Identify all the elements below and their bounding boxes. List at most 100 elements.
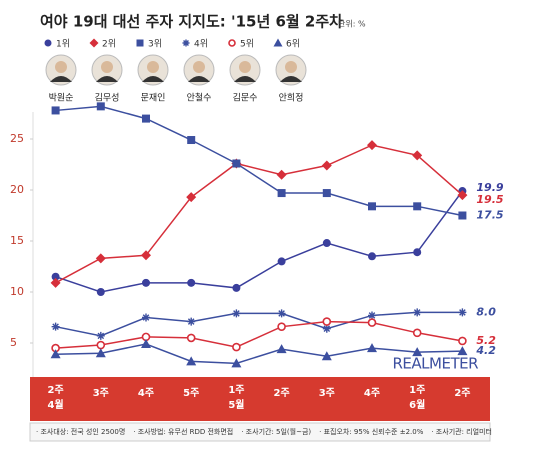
point	[458, 308, 467, 317]
point	[51, 322, 60, 331]
point	[413, 202, 422, 211]
legend-marker	[273, 38, 283, 47]
candidate-face	[193, 61, 205, 73]
point	[368, 311, 376, 320]
legend-label: 4위	[194, 39, 208, 50]
point	[412, 328, 422, 338]
legend-label: 6위	[286, 39, 300, 50]
x-axis-band	[30, 377, 490, 421]
candidate-suit	[188, 76, 210, 82]
candidate-face	[147, 61, 159, 73]
point	[142, 313, 150, 322]
point	[232, 283, 241, 292]
candidate-suit	[142, 76, 164, 82]
x-tick-label: 1주	[228, 384, 244, 396]
point	[96, 102, 105, 111]
point	[51, 106, 60, 115]
y-tick-label: 25	[10, 132, 24, 145]
candidate-name: 박원순	[49, 93, 74, 104]
note: · 표집오차: 95% 신뢰수준 ±2.0%	[319, 427, 424, 436]
point	[142, 114, 150, 123]
point	[322, 324, 331, 333]
point	[367, 318, 377, 327]
legend-label: 2위	[102, 39, 116, 50]
candidate-suit	[96, 76, 118, 82]
legend-marker	[44, 39, 52, 47]
point	[277, 309, 286, 318]
point	[321, 351, 332, 361]
point	[276, 344, 287, 354]
point	[412, 150, 423, 161]
value-label: 5.2	[476, 334, 496, 347]
point	[458, 336, 467, 346]
value-label: 8.0	[476, 305, 496, 318]
candidate-name: 김무성	[95, 92, 120, 104]
point	[232, 309, 241, 318]
legend-label: 5위	[240, 39, 254, 50]
point	[276, 169, 287, 180]
point	[277, 322, 286, 331]
legend-label: 3위	[148, 39, 162, 50]
value-label: 19.9	[476, 181, 503, 194]
x-tick-label: 2주	[48, 384, 64, 396]
point	[231, 358, 242, 368]
x-tick-label: 2주	[274, 387, 290, 399]
point	[368, 202, 376, 211]
point	[321, 160, 332, 171]
chart-title: 여야 19대 대선 주자 지지도: '15년 6월 2주차	[40, 13, 343, 31]
point	[141, 339, 151, 349]
point	[142, 278, 150, 287]
candidate-suit	[280, 76, 302, 82]
candidate-suit	[50, 76, 72, 82]
point	[96, 340, 106, 350]
candidate-name: 문재인	[141, 93, 166, 104]
note: · 조사기관: 리얼미터	[431, 427, 492, 436]
point	[232, 342, 241, 352]
x-tick-label: 4주	[138, 387, 154, 399]
notes-bar	[29, 422, 491, 442]
y-tick-label: 5	[10, 336, 17, 349]
candidate-face	[239, 61, 251, 73]
point	[187, 317, 196, 326]
series-line	[55, 343, 463, 365]
point	[96, 288, 105, 296]
legend-label: 1위	[56, 39, 70, 50]
candidate-name: 안철수	[187, 93, 212, 104]
point	[367, 140, 377, 151]
series-line	[55, 190, 464, 293]
y-tick-label: 15	[10, 234, 24, 247]
point	[96, 331, 105, 340]
legend-marker	[89, 38, 99, 48]
legend-marker	[182, 39, 190, 47]
y-tick-label: 20	[10, 183, 24, 196]
x-tick-label: 5주	[183, 387, 199, 399]
series-line	[55, 320, 463, 349]
point	[186, 192, 197, 203]
point	[457, 346, 468, 356]
point	[367, 343, 377, 353]
point	[187, 136, 196, 145]
point	[413, 248, 422, 257]
point	[141, 250, 151, 261]
point	[413, 308, 422, 317]
x-tick-label: 4주	[364, 387, 380, 399]
point	[51, 272, 60, 281]
point	[322, 189, 331, 198]
point	[50, 277, 61, 288]
x-month-label: 6월	[409, 399, 425, 411]
legend-marker	[228, 39, 236, 47]
note: · 조사대상: 전국 성인 2500명	[36, 427, 125, 436]
candidate-face	[285, 61, 297, 73]
note: · 조사기간: 5일(월~금)	[241, 427, 311, 436]
candidate-name: 안희정	[279, 92, 304, 104]
x-tick-label: 3주	[319, 387, 335, 399]
point	[322, 317, 332, 326]
point	[458, 211, 467, 220]
x-month-label: 5월	[228, 399, 244, 411]
point	[50, 349, 61, 359]
series-line	[55, 311, 463, 337]
note: · 조사방법: 유무선 RDD 전화면접	[133, 427, 233, 436]
candidate-name: 김문수	[233, 92, 258, 104]
